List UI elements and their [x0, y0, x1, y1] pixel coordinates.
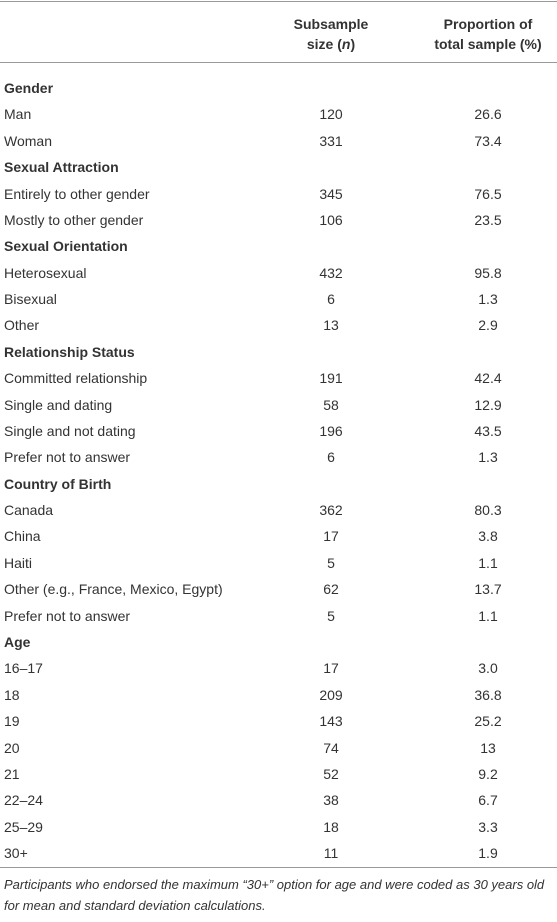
section-title: Sexual Orientation	[4, 238, 128, 255]
proportion: 80.3	[474, 502, 502, 519]
proportion: 23.5	[474, 211, 502, 228]
rule	[0, 867, 557, 868]
proportion: 1.1	[478, 607, 498, 624]
proportion: 1.9	[478, 845, 498, 862]
subsample-size: 11	[323, 845, 339, 862]
subsample-size: 6	[327, 449, 335, 466]
proportion: 3.0	[478, 660, 498, 677]
rule	[0, 62, 557, 63]
column-header: Subsample size (n)	[271, 14, 391, 54]
row-label: Prefer not to answer	[4, 449, 131, 466]
row-label: 20	[4, 739, 20, 756]
header-line: Subsample	[293, 16, 369, 32]
subsample-size: 74	[323, 739, 339, 756]
proportion: 12.9	[474, 396, 502, 413]
proportion: 13	[480, 739, 496, 756]
subsample-size: 362	[319, 502, 343, 519]
row-label: 19	[4, 713, 20, 730]
subsample-size: 62	[323, 581, 339, 598]
subsample-size: 432	[319, 264, 343, 281]
row-label: Haiti	[4, 554, 33, 571]
proportion: 2.9	[478, 317, 498, 334]
row-label: 25–29	[4, 818, 43, 835]
subsample-size: 6	[327, 291, 335, 308]
subsample-size: 58	[323, 396, 339, 413]
row-label: Man	[4, 106, 32, 123]
section-title: Age	[4, 633, 31, 650]
subsample-size: 18	[323, 818, 339, 835]
row-label: Prefer not to answer	[4, 607, 131, 624]
proportion: 73.4	[474, 132, 502, 149]
proportion: 1.1	[478, 554, 498, 571]
row-label: Entirely to other gender	[4, 185, 150, 202]
header-text: size (	[306, 36, 342, 52]
row-label: Other (e.g., France, Mexico, Egypt)	[4, 581, 223, 598]
footnote: Participants who endorsed the maximum “3…	[4, 877, 545, 913]
row-label: 30+	[4, 845, 28, 862]
row-label: China	[4, 528, 41, 545]
subsample-size: 38	[323, 792, 339, 809]
proportion: 1.3	[478, 449, 498, 466]
subsample-size: 345	[319, 185, 343, 202]
row-label: 18	[4, 686, 20, 703]
column-header: Proportion of total sample (%)	[413, 14, 557, 54]
subsample-size: 191	[319, 370, 343, 387]
subsample-size: 209	[319, 686, 343, 703]
proportion: 1.3	[478, 291, 498, 308]
section-title: Gender	[4, 80, 54, 96]
proportion: 13.7	[474, 581, 502, 598]
row-label: 21	[4, 765, 20, 782]
subsample-size: 5	[327, 554, 335, 571]
row-label: Mostly to other gender	[4, 211, 144, 228]
row-label: Committed relationship	[4, 370, 148, 387]
section-title: Relationship Status	[4, 343, 135, 360]
subsample-size: 331	[319, 132, 343, 149]
row-label: Single and not dating	[4, 422, 136, 439]
proportion: 95.8	[474, 264, 502, 281]
row-label: Canada	[4, 502, 54, 519]
proportion: 9.2	[478, 765, 498, 782]
section-title: Country of Birth	[4, 475, 112, 492]
proportion: 76.5	[474, 185, 502, 202]
header-text: )	[350, 36, 356, 52]
row-label: Heterosexual	[4, 264, 87, 281]
proportion: 3.8	[478, 528, 498, 545]
header-italic: n	[341, 36, 351, 52]
rule	[0, 1, 557, 2]
proportion: 26.6	[474, 106, 502, 123]
proportion: 25.2	[474, 713, 502, 730]
row-label: Bisexual	[4, 291, 57, 308]
row-label: Woman	[4, 132, 52, 149]
subsample-size: 5	[327, 607, 335, 624]
subsample-size: 106	[319, 211, 343, 228]
proportion: 36.8	[474, 686, 502, 703]
subsample-size: 13	[323, 317, 339, 334]
proportion: 42.4	[474, 370, 502, 387]
header-line: Proportion of	[443, 16, 533, 32]
row-label: Other	[4, 317, 40, 334]
subsample-size: 120	[319, 106, 343, 123]
header-line: size (n)	[271, 34, 391, 54]
proportion: 43.5	[474, 422, 502, 439]
proportion: 3.3	[478, 818, 498, 835]
proportion: 6.7	[478, 792, 498, 809]
header-line: total sample (%)	[434, 36, 542, 52]
subsample-size: 143	[319, 713, 343, 730]
subsample-size: 17	[323, 528, 339, 545]
row-label: 22–24	[4, 792, 43, 809]
section-title: Sexual Attraction	[4, 159, 119, 176]
subsample-size: 52	[323, 765, 339, 782]
row-label: Single and dating	[4, 396, 113, 413]
subsample-size: 17	[323, 660, 339, 677]
row-label: 16–17	[4, 660, 43, 677]
subsample-size: 196	[319, 422, 343, 439]
